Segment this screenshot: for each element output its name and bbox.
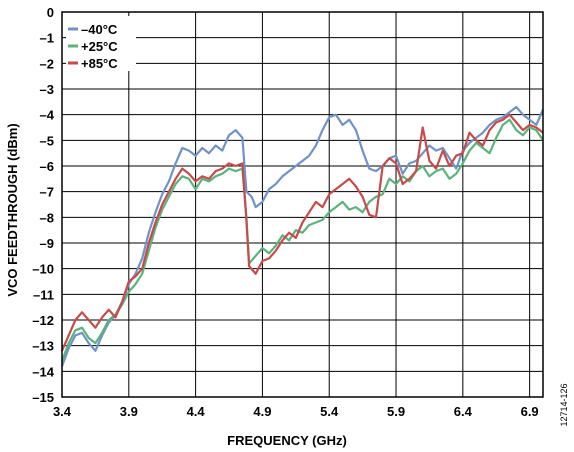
x-tick-label: 3.9 xyxy=(120,404,138,419)
y-tick-label: –11 xyxy=(33,287,54,302)
y-tick-label: –10 xyxy=(32,262,54,277)
y-tick-label: –12 xyxy=(32,313,54,328)
y-tick-label: –14 xyxy=(32,364,54,379)
y-tick-label: –9 xyxy=(40,236,54,251)
y-axis-title: VCO FEEDTHROUGH (dBm) xyxy=(5,123,20,296)
x-tick-label: 5.9 xyxy=(387,404,405,419)
series-lines xyxy=(60,105,545,367)
y-tick-label: –6 xyxy=(40,159,54,174)
y-tick-label: –7 xyxy=(40,185,54,200)
x-tick-labels: 3.4 3.9 4.4 4.9 5.4 5.9 6.4 6.9 xyxy=(53,404,539,419)
x-tick-label: 4.4 xyxy=(187,404,206,419)
x-tick-label: 5.4 xyxy=(320,404,339,419)
x-tick-label: 4.9 xyxy=(253,404,271,419)
y-tick-label: –5 xyxy=(40,133,54,148)
legend: –40°C +25°C +85°C xyxy=(66,16,136,71)
y-tick-label: –8 xyxy=(40,210,54,225)
y-tick-label: –4 xyxy=(40,108,55,123)
y-tick-labels: 0 –1 –2 –3 –4 –5 –6 –7 –8 –9 –10 –11 –12 –13 –14 –15 xyxy=(32,5,54,405)
legend-label: +85°C xyxy=(81,56,118,71)
y-tick-label: 0 xyxy=(47,5,54,20)
legend-label: –40°C xyxy=(81,22,118,37)
series-line xyxy=(60,113,544,352)
x-tick-label: 3.4 xyxy=(53,404,72,419)
figure-id: 12714-126 xyxy=(559,383,569,426)
x-tick-label: 6.4 xyxy=(454,404,473,419)
x-tick-label: 6.9 xyxy=(521,404,539,419)
y-tick-label: –13 xyxy=(32,339,54,354)
y-tick-label: –15 xyxy=(32,390,54,405)
y-tick-label: –3 xyxy=(40,82,54,97)
legend-label: +25°C xyxy=(81,39,118,54)
y-tick-label: –2 xyxy=(40,56,54,71)
y-tick-label: –1 xyxy=(40,31,54,46)
x-axis-title: FREQUENCY (GHz) xyxy=(227,433,347,448)
plot-frame xyxy=(61,11,544,398)
